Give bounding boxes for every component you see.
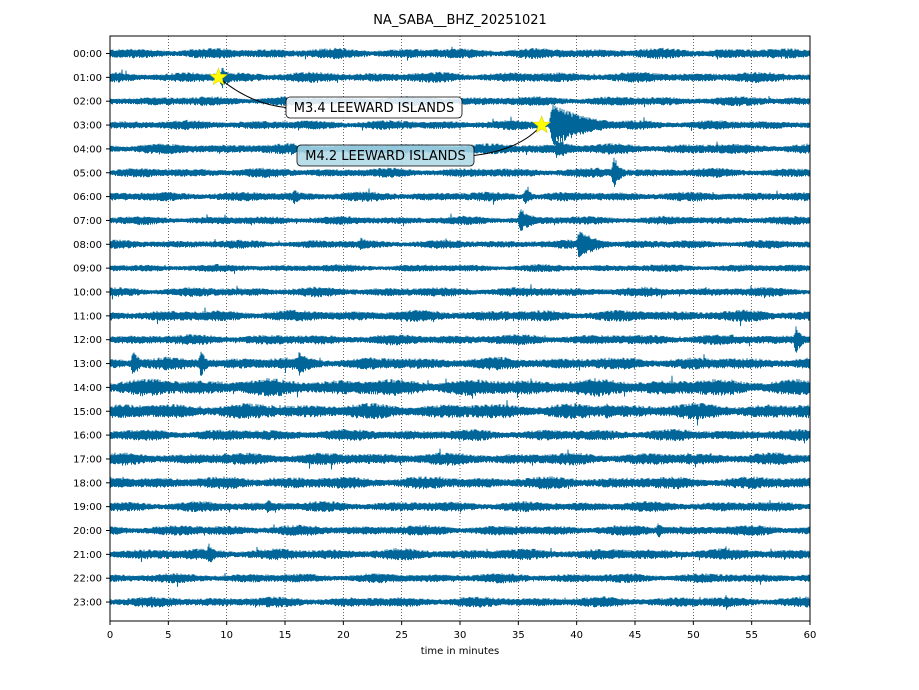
trace-2100: [109, 543, 811, 563]
x-tick-label: 40: [570, 630, 583, 641]
trace-0700: [109, 209, 811, 231]
x-tick-label: 30: [454, 630, 467, 641]
trace-1900: [109, 500, 811, 513]
trace-0600: [109, 186, 811, 205]
trace-1200: [109, 326, 811, 353]
event-star-icon: [209, 67, 228, 86]
x-tick-label: 20: [337, 630, 350, 641]
seismic-traces: [109, 46, 811, 610]
x-tick-label: 25: [395, 630, 408, 641]
trace-1700: [109, 448, 811, 470]
trace-1100: [109, 307, 811, 327]
y-axis-ticks: 00:00 01:00 02:00 03:00 04:00 05:00 06:00 07:00…: [73, 49, 110, 609]
x-tick-label: 5: [165, 630, 171, 641]
x-tick-label: 15: [279, 630, 292, 641]
chart-title: NA_SABA__BHZ_20251021: [373, 13, 547, 28]
y-tick-label: 11:00: [73, 311, 102, 322]
y-tick-label: 12:00: [73, 335, 102, 346]
y-tick-label: 10:00: [73, 288, 102, 299]
y-tick-label: 17:00: [73, 454, 102, 465]
y-tick-label: 19:00: [73, 502, 102, 513]
annotation-box: [285, 96, 463, 119]
annotation-label: M4.2 LEEWARD ISLANDS: [305, 149, 465, 164]
trace-0100: [109, 67, 811, 89]
y-tick-label: 13:00: [73, 359, 102, 370]
y-tick-label: 00:00: [73, 49, 102, 60]
y-tick-label: 20:00: [73, 526, 102, 537]
x-tick-label: 45: [629, 630, 642, 641]
y-tick-label: 18:00: [73, 478, 102, 489]
y-tick-label: 22:00: [73, 574, 102, 585]
trace-0900: [109, 263, 811, 274]
y-tick-label: 05:00: [73, 168, 102, 179]
trace-2000: [109, 523, 811, 538]
x-tick-label: 0: [107, 630, 113, 641]
trace-0300: [109, 104, 811, 146]
y-tick-label: 09:00: [73, 264, 102, 275]
trace-1300: [109, 351, 811, 376]
annotation-connector: [218, 76, 287, 108]
trace-2300: [109, 595, 811, 610]
y-tick-label: 03:00: [73, 121, 102, 132]
y-tick-label: 14:00: [73, 383, 102, 394]
trace-1800: [109, 476, 811, 490]
trace-1000: [109, 284, 811, 300]
trace-1600: [109, 428, 811, 444]
y-tick-label: 04:00: [73, 144, 102, 155]
y-tick-label: 02:00: [73, 97, 102, 108]
x-tick-label: 10: [220, 630, 233, 641]
y-tick-label: 16:00: [73, 431, 102, 442]
event-annotation: M3.4 LEEWARD ISLANDS: [209, 67, 463, 119]
y-tick-label: 23:00: [73, 598, 102, 609]
trace-1400: [109, 375, 811, 399]
x-tick-label: 35: [512, 630, 525, 641]
y-tick-label: 06:00: [73, 192, 102, 203]
y-tick-label: 01:00: [73, 73, 102, 84]
x-tick-label: 50: [687, 630, 700, 641]
x-tick-label: 55: [745, 630, 758, 641]
event-annotation: M4.2 LEEWARD ISLANDS: [296, 115, 552, 167]
y-tick-label: 15:00: [73, 407, 102, 418]
trace-1500: [109, 400, 811, 426]
x-axis-ticks: 0 5 10 15 20 25 30 35 40 45 50 55 60: [107, 621, 817, 641]
trace-0000: [109, 46, 811, 61]
annotation-box: [296, 144, 475, 167]
event-star-icon: [532, 115, 552, 133]
annotation-label: M3.4 LEEWARD ISLANDS: [294, 101, 454, 116]
trace-2200: [109, 572, 811, 587]
y-tick-label: 21:00: [73, 550, 102, 561]
event-annotations: M3.4 LEEWARD ISLANDS M4.2 LEEWARD ISLANDS: [209, 67, 552, 167]
trace-0800: [109, 231, 811, 258]
trace-0500: [109, 157, 811, 188]
x-axis-label: time in minutes: [421, 646, 500, 657]
y-tick-label: 07:00: [73, 216, 102, 227]
y-tick-label: 08:00: [73, 240, 102, 251]
x-tick-label: 60: [804, 630, 817, 641]
